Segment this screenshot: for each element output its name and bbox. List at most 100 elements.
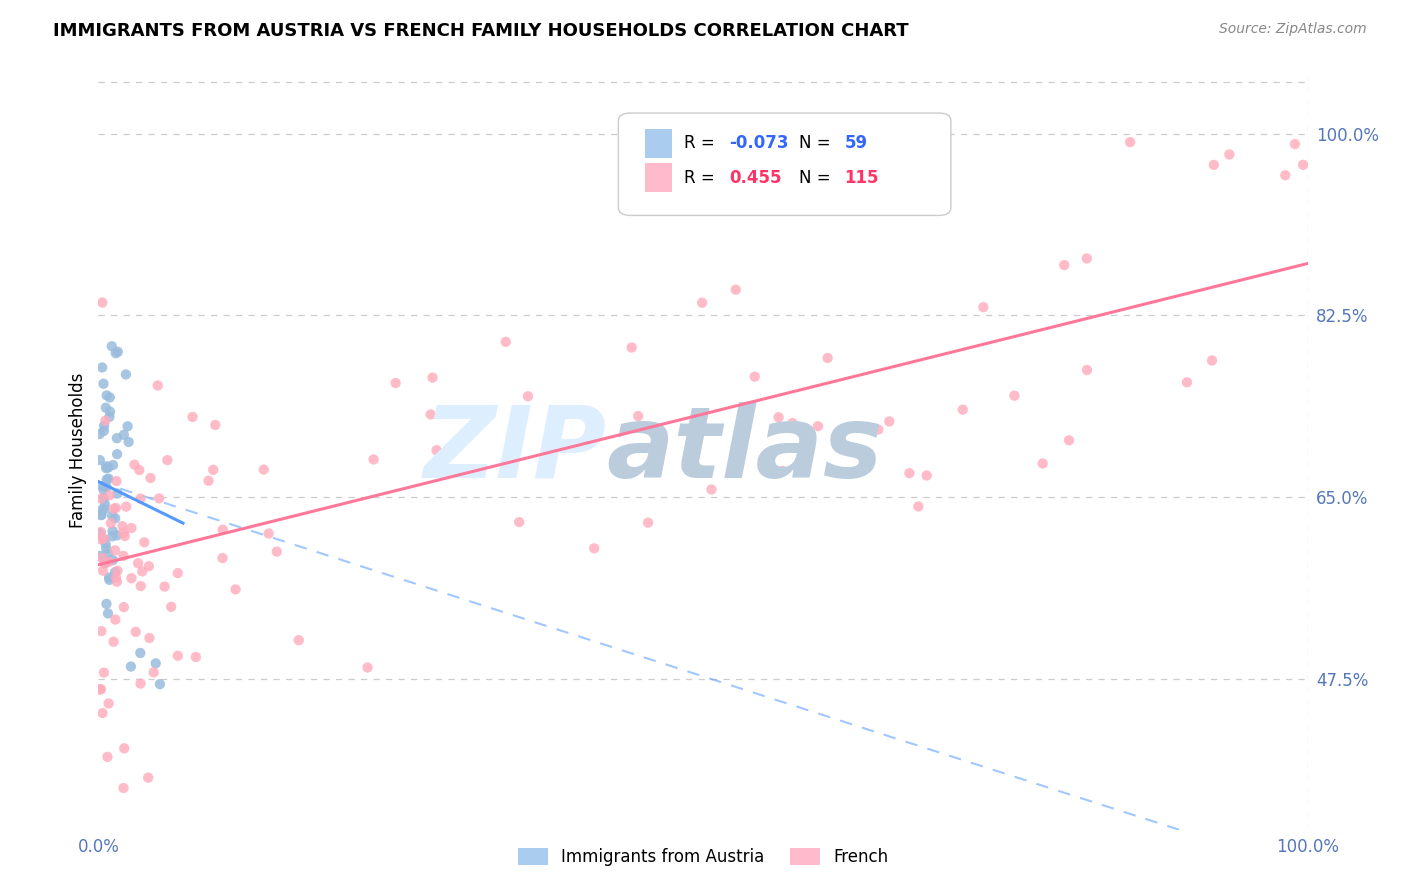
Point [1002,389,1025,403]
Point [101,339,124,353]
Point [770,464,793,478]
Point [96,480,118,494]
Point [972,300,994,314]
Point [96,459,118,474]
Point [817,351,839,365]
Point [104,613,127,627]
Point [129,491,152,506]
Point [98,555,121,569]
Point [111,519,134,533]
Point [138,631,160,645]
Point [96,554,118,568]
Point [91,295,114,310]
Point [1076,363,1098,377]
Point [101,458,124,472]
Point [91,502,114,516]
Point [211,523,233,537]
Point [96,541,118,556]
Point [115,500,138,514]
Point [120,659,142,673]
Point [117,435,139,450]
Point [104,570,127,584]
Point [1274,168,1296,182]
Point [160,599,183,614]
Point [197,474,219,488]
Point [104,500,127,515]
Legend: Immigrants from Austria, French: Immigrants from Austria, French [512,841,894,873]
Point [225,582,247,597]
Point [90,508,112,522]
Point [105,447,128,461]
Point [115,368,138,382]
Point [94,414,117,428]
Point [1175,376,1198,390]
Point [181,409,204,424]
FancyBboxPatch shape [619,113,950,216]
Point [107,564,129,578]
Text: N =: N = [799,135,835,153]
Point [898,466,921,480]
Point [690,295,713,310]
Point [89,526,111,541]
Bar [645,129,672,158]
Point [96,749,118,764]
Point [105,574,128,589]
Point [211,551,233,566]
Point [131,565,153,579]
Point [620,341,643,355]
Point [98,409,121,424]
Point [96,388,118,402]
Point [744,369,766,384]
Point [517,389,540,403]
Point [97,460,120,475]
Point [90,524,112,539]
Point [98,570,121,584]
Point [93,502,115,516]
Point [97,697,120,711]
Text: 59: 59 [845,135,868,153]
Text: R =: R = [683,169,720,186]
Point [782,416,804,430]
Point [495,334,517,349]
Point [952,402,974,417]
Point [724,283,747,297]
Point [104,346,127,360]
Point [356,660,378,674]
Point [204,417,226,432]
Point [93,491,115,506]
Point [112,525,135,540]
Point [93,665,115,680]
Point [127,556,149,570]
Point [139,471,162,485]
Point [89,453,111,467]
Point [91,706,114,720]
Point [681,423,703,437]
Point [90,624,112,639]
Point [112,427,135,442]
Point [637,516,659,530]
Point [100,516,122,530]
Point [419,408,441,422]
Point [1053,258,1076,272]
Point [112,600,135,615]
Point [149,677,172,691]
Point [89,427,111,442]
Point [96,461,118,475]
Point [128,463,150,477]
Point [93,424,115,438]
Point [253,462,276,476]
Point [257,526,280,541]
Point [104,565,127,579]
Point [138,559,160,574]
Point [94,537,117,551]
Text: -0.073: -0.073 [730,135,789,153]
Point [166,566,188,580]
Text: Source: ZipAtlas.com: Source: ZipAtlas.com [1219,22,1367,37]
Point [97,547,120,561]
Point [93,556,115,570]
Point [907,500,929,514]
Point [98,391,121,405]
Point [1284,137,1306,152]
Point [184,650,207,665]
Point [879,414,901,428]
